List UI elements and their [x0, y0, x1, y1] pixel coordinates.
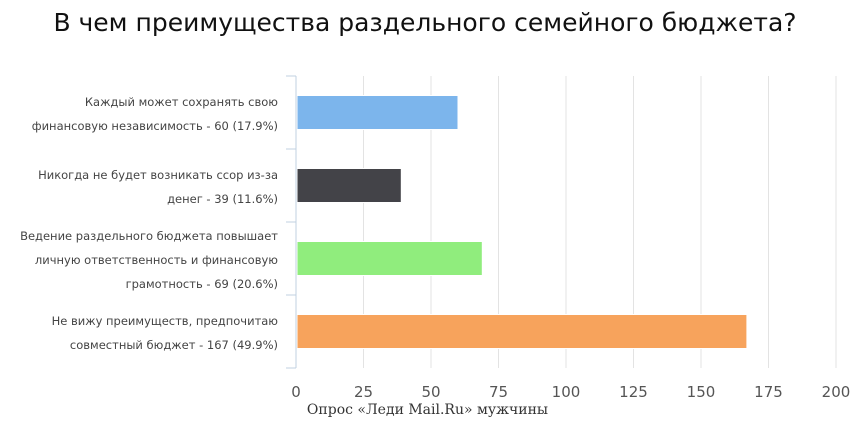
bar [296, 168, 402, 203]
bar [296, 241, 483, 276]
category-label: Не вижу преимуществ, предпочитаю совмест… [51, 313, 278, 352]
x-tick-label: 0 [291, 383, 301, 401]
x-tick-label: 75 [489, 383, 508, 401]
x-tick-label: 175 [754, 383, 783, 401]
x-tick-label: 50 [421, 383, 440, 401]
chart-title: В чем преимущества раздельного семейного… [53, 8, 797, 37]
x-tick-label: 200 [822, 383, 850, 401]
bar [296, 314, 748, 349]
x-tick-label: 150 [687, 383, 716, 401]
category-label: Ведение раздельного бюджета повышает лич… [20, 228, 278, 291]
category-label: Никогда не будет возникать ссор из-за де… [38, 167, 278, 206]
x-tick-label: 125 [619, 383, 648, 401]
bar [296, 95, 459, 130]
x-tick-label: 25 [354, 383, 373, 401]
x-tick-label: 100 [552, 383, 581, 401]
category-label: Каждый может сохранять свою финансовую н… [31, 94, 278, 133]
source-caption: Опрос «Леди Mail.Ru» мужчины [306, 402, 549, 418]
